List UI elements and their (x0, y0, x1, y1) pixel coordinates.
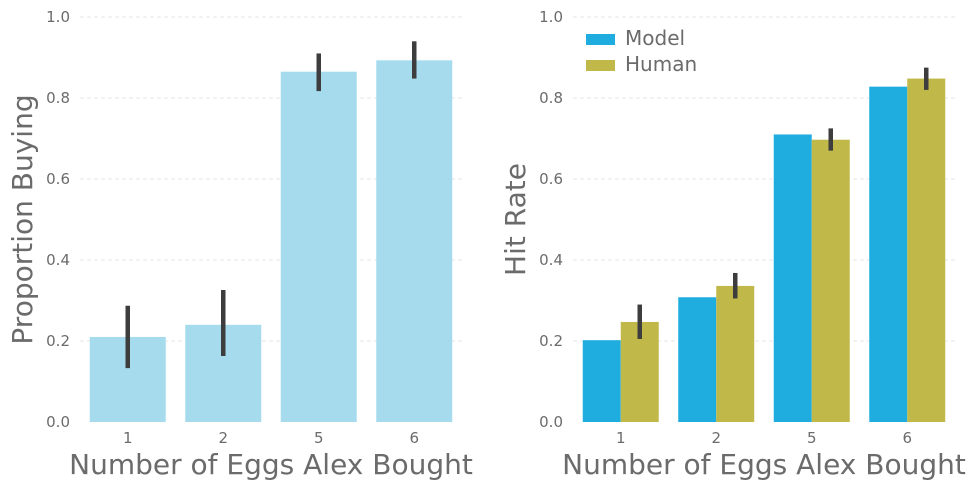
bar-value-5 (280, 71, 357, 423)
x-tick-label: 2 (711, 429, 721, 447)
legend-label-model: Model (625, 26, 685, 50)
bar-model-5 (773, 134, 812, 422)
x-tick-label: 2 (218, 429, 228, 447)
y-axis-label: Proportion Buying (6, 94, 39, 344)
bar-model-2 (678, 297, 717, 422)
y-tick-label: 0.4 (46, 251, 70, 269)
legend-swatch-model (586, 34, 615, 45)
y-tick-label: 0.0 (46, 413, 70, 431)
legend-label-human: Human (625, 52, 697, 76)
x-tick-label: 5 (807, 429, 817, 447)
y-tick-label: 0.4 (539, 251, 563, 269)
y-axis-label: Hit Rate (499, 163, 532, 276)
x-axis-label: Number of Eggs Alex Bought (69, 448, 473, 481)
y-tick-label: 1.0 (539, 8, 563, 26)
bar-model-6 (869, 86, 908, 422)
bar-human-6 (907, 78, 946, 422)
bar-human-5 (811, 139, 850, 422)
y-tick-label: 0.0 (539, 413, 563, 431)
y-tick-label: 0.6 (539, 170, 563, 188)
y-tick-label: 0.8 (539, 89, 563, 107)
y-tick-label: 0.6 (46, 170, 70, 188)
x-tick-label: 5 (314, 429, 324, 447)
x-axis-label: Number of Eggs Alex Bought (562, 448, 966, 481)
legend-swatch-human (586, 60, 615, 71)
x-tick-label: 6 (902, 429, 912, 447)
y-tick-label: 1.0 (46, 8, 70, 26)
y-tick-label: 0.2 (46, 332, 70, 350)
bar-human-2 (716, 285, 755, 422)
bar-value-6 (376, 60, 453, 423)
x-tick-label: 1 (616, 429, 626, 447)
x-tick-label: 1 (123, 429, 133, 447)
y-tick-label: 0.8 (46, 89, 70, 107)
bar-model-1 (582, 340, 621, 422)
x-tick-label: 6 (409, 429, 419, 447)
y-tick-label: 0.2 (539, 332, 563, 350)
